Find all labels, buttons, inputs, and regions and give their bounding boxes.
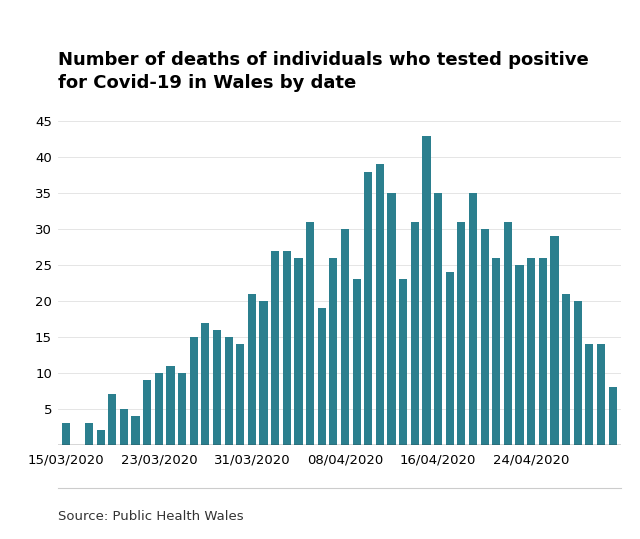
Bar [120,409,128,445]
Bar [387,193,396,445]
Bar [341,229,349,445]
Bar [259,301,268,445]
Bar [108,395,116,445]
Bar [317,308,326,445]
Bar [399,279,407,445]
Bar [481,229,489,445]
Bar [213,330,221,445]
Text: Number of deaths of individuals who tested positive
for Covid-19 in Wales by dat: Number of deaths of individuals who test… [58,51,588,92]
Bar [562,294,570,445]
Bar [61,423,70,445]
Bar [527,258,535,445]
Bar [85,423,93,445]
Bar [445,272,454,445]
Bar [131,416,140,445]
Bar [294,258,303,445]
Text: Source: Public Health Wales: Source: Public Health Wales [58,510,243,523]
Bar [376,164,384,445]
Bar [539,258,547,445]
Bar [597,344,605,445]
Bar [434,193,442,445]
Bar [492,258,500,445]
Bar [155,373,163,445]
Bar [306,222,314,445]
Bar [573,301,582,445]
Bar [202,322,209,445]
Bar [189,337,198,445]
Bar [609,387,617,445]
Bar [271,251,279,445]
Bar [422,136,431,445]
Bar [504,222,512,445]
Bar [97,430,105,445]
Bar [586,344,593,445]
Bar [458,222,465,445]
Bar [469,193,477,445]
Bar [236,344,244,445]
Text: BBC: BBC [556,508,589,521]
Bar [143,380,151,445]
Bar [411,222,419,445]
Bar [248,294,256,445]
Bar [353,279,361,445]
Bar [225,337,233,445]
Bar [330,258,337,445]
Bar [166,365,175,445]
Bar [550,236,559,445]
Bar [364,171,372,445]
Bar [515,265,524,445]
Bar [178,373,186,445]
Bar [283,251,291,445]
